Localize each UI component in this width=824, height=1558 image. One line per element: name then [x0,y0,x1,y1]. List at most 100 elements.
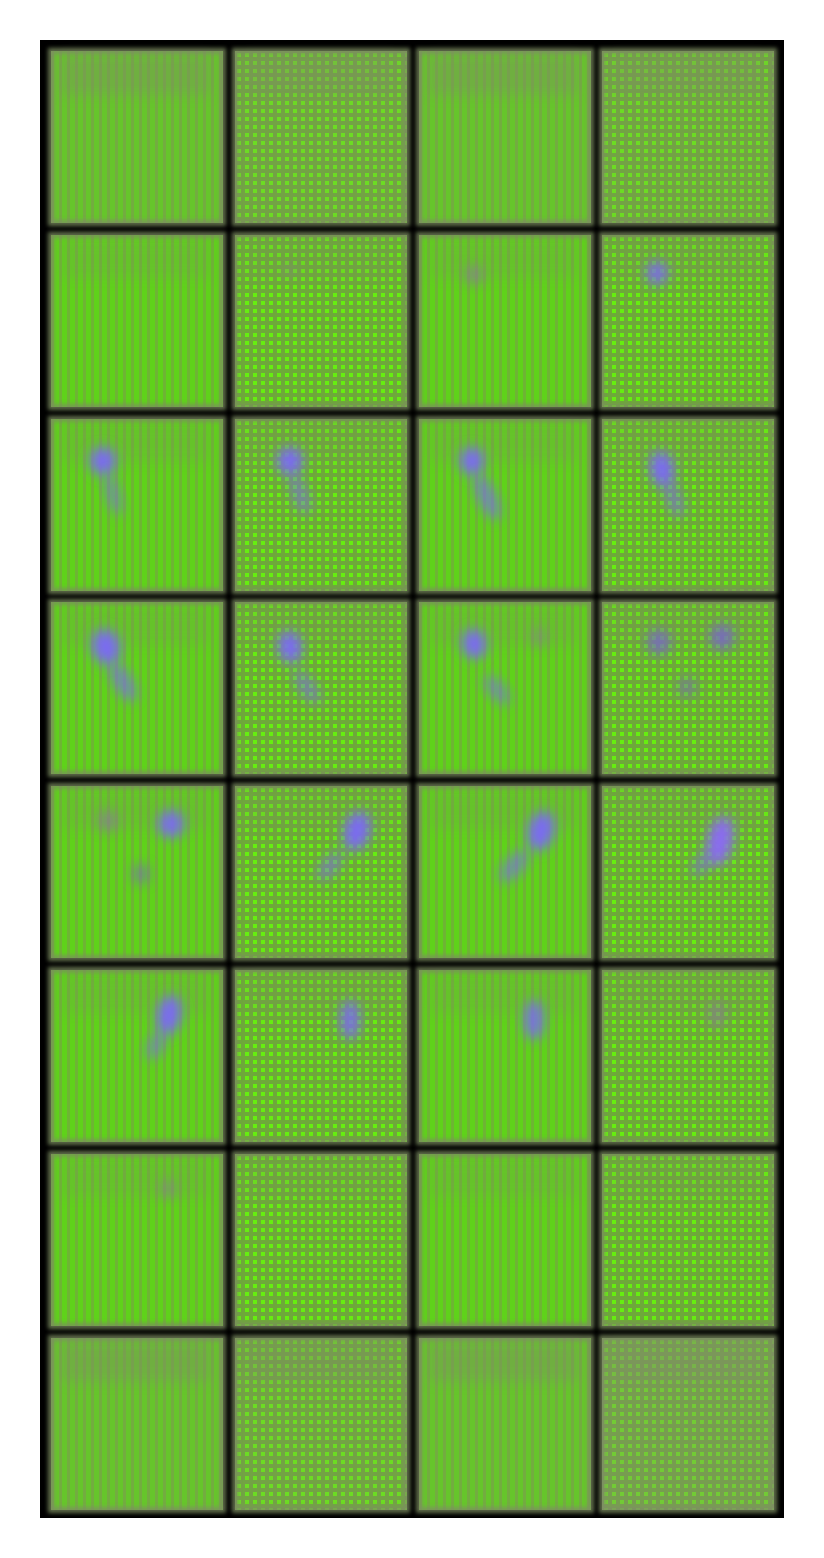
tile-top-band [61,55,211,95]
blob [277,447,303,475]
frame-tile [599,48,777,226]
blob [158,810,184,838]
blob [663,480,685,518]
tile-top-band [429,974,579,1014]
tile-top-band [245,239,395,279]
tile-edge [232,416,410,594]
tile-top-band [61,1158,211,1198]
tile-fade [419,51,591,223]
tile-edge [48,416,226,594]
tile-edge [599,599,777,777]
tile-top-band [245,55,395,95]
tile-top-band [612,1342,762,1382]
frame-tile [599,232,777,410]
tile-edge [599,783,777,961]
blob [473,474,501,520]
tile-edge [48,967,226,1145]
blob [109,662,137,702]
tile-edge [416,967,594,1145]
tile-top-band [612,423,762,463]
frame-tile [48,783,226,961]
blob [706,816,734,866]
tile-top-band [245,974,395,1014]
tile-edge [599,1335,777,1513]
tile-top-band [61,423,211,463]
tile-edge [416,416,594,594]
frame-tile [599,783,777,961]
tile-top-band [61,790,211,830]
frame-tile [416,783,594,961]
tile-edge [232,967,410,1145]
tile-fade [419,1338,591,1510]
tile-edge [48,48,226,226]
frame-tile [232,783,410,961]
tile-top-band [612,239,762,279]
tile-edge [232,599,410,777]
frame-tile [48,232,226,410]
blob [98,810,118,832]
tile-fade [235,51,407,223]
tile-edge [232,48,410,226]
frame-tile [599,1151,777,1329]
frame-tile [48,967,226,1145]
tile-top-band [429,1342,579,1382]
tile-edge [599,1151,777,1329]
blob [531,627,547,647]
frame-tile [416,232,594,410]
tile-top-band [612,606,762,646]
tile-top-band [61,606,211,646]
tile-edge [599,416,777,594]
tile-top-band [429,423,579,463]
blob [132,864,150,884]
tile-edge [599,48,777,226]
tile-top-band [245,606,395,646]
tile-top-band [612,55,762,95]
tile-edge [232,1335,410,1513]
frame-tile [232,599,410,777]
blob [483,675,511,705]
tile-top-band [245,1342,395,1382]
frame-tile [416,1151,594,1329]
tile-edge [48,599,226,777]
tile-fade [235,1338,407,1510]
frame-tile [48,1335,226,1513]
blob [465,265,483,285]
tile-top-band [61,1342,211,1382]
tile-edge [416,1335,594,1513]
tile-fade [51,1338,223,1510]
blob [692,851,712,877]
tile-top-band [429,790,579,830]
tile-fade [602,51,774,223]
frame-tile [48,1151,226,1329]
tile-edge [48,783,226,961]
tile-edge [232,1151,410,1329]
tile-top-band [245,423,395,463]
frame-tile [599,416,777,594]
blob [284,264,296,276]
tile-edge [416,1151,594,1329]
blob [90,447,116,475]
blob [160,1180,176,1198]
blob [289,473,311,515]
blob [710,624,734,650]
frame-tile [232,48,410,226]
blob [343,811,371,851]
blob [649,451,675,487]
blob [677,677,697,697]
frame-tile [232,1335,410,1513]
blob [316,851,344,881]
blob [524,1000,544,1040]
tile-top-band [612,974,762,1014]
frame-tile [48,48,226,226]
frame-tile [48,599,226,777]
tile-edge [599,967,777,1145]
tile-edge [232,783,410,961]
blob [340,1000,360,1040]
blob [646,261,668,285]
tile-fade [51,51,223,223]
tile-top-band [61,974,211,1014]
tile-edge [232,232,410,410]
frame-tile [599,1335,777,1513]
